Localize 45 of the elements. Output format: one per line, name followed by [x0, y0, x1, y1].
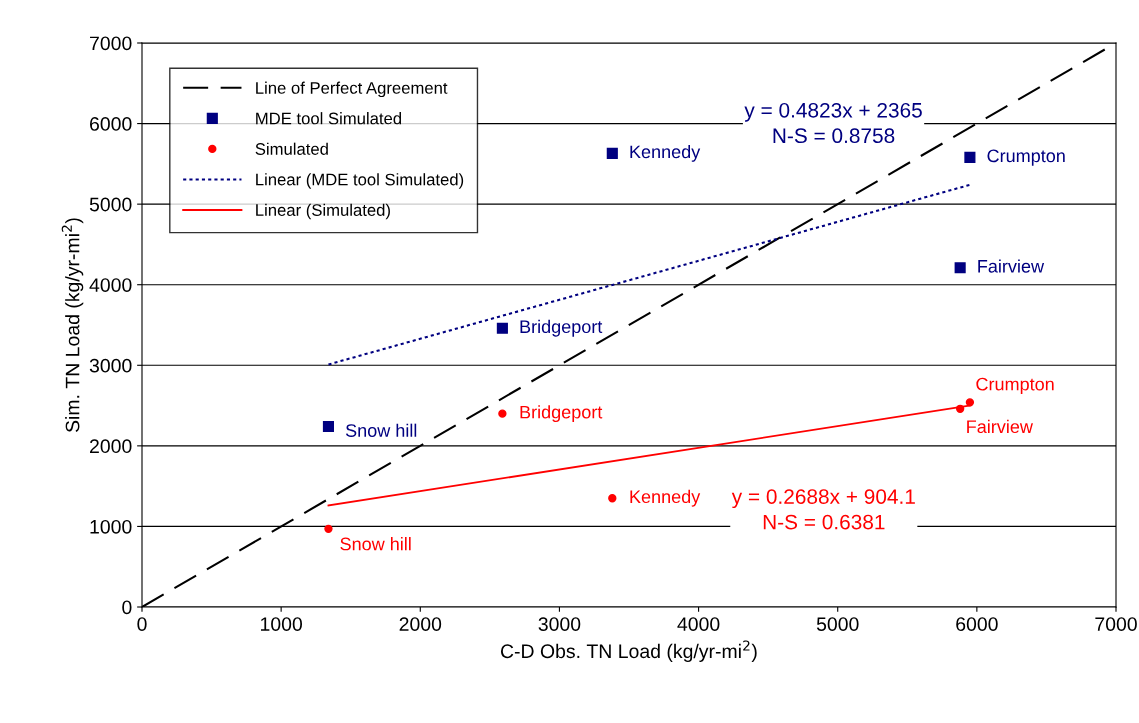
y-tick-label: 4000 [89, 278, 132, 292]
point [324, 524, 333, 534]
annotation: Kennedy [630, 144, 701, 162]
legend-label: MDE tool Simulated [256, 112, 402, 125]
legend-label: Linear (MDE tool Simulated) [256, 173, 464, 189]
y-tick-label: 3000 [89, 358, 132, 373]
point [496, 322, 508, 334]
x-tick-label: 2000 [399, 617, 442, 631]
point [322, 420, 335, 433]
point [608, 494, 617, 503]
legend-label: Line of Perfect Agreement [256, 81, 448, 98]
annotation: Fairview [978, 259, 1045, 273]
y-axis-title: Sim. TN Load (kg/yr-mi$^{2}$) [61, 218, 84, 433]
annotation: Fairview [967, 419, 1033, 434]
legend-label: Linear (Simulated) [256, 203, 390, 220]
point [606, 147, 618, 159]
y-tick-label: 2000 [90, 439, 132, 454]
annotation: Crumpton [976, 377, 1054, 395]
x-tick-label: 0 [137, 617, 147, 631]
x-tick-label: 4000 [677, 617, 720, 631]
annotation: y = 0.4823x + 2365 N-S = 0.8758 [744, 102, 922, 144]
y-tick-label: 5000 [89, 197, 132, 212]
annotation: Bridgeport [520, 319, 603, 337]
x-tick-label: 5000 [816, 617, 859, 631]
x-tick-label: 7000 [1095, 617, 1137, 631]
point [965, 398, 975, 407]
point [955, 404, 965, 413]
annotation: Bridgeport [520, 405, 603, 423]
annotation: Snow hill [345, 423, 417, 437]
point [954, 262, 966, 274]
x-tick-label: 6000 [956, 617, 998, 631]
y-tick-label: 6000 [90, 117, 132, 131]
x-tick-label: 1000 [261, 617, 303, 631]
x-tick-label: 3000 [538, 617, 581, 631]
y-tick-label: 1000 [90, 519, 132, 534]
y-tick-label: 7000 [90, 36, 132, 51]
x-axis-title: C-D Obs. TN Load (kg/yr-mi$^{2}$) [500, 640, 757, 662]
annotation: Snow hill [340, 537, 411, 551]
annotation: Kennedy [630, 489, 701, 507]
y-tick-label: 0 [122, 600, 132, 615]
legend-label: Simulated [255, 142, 328, 155]
point [964, 151, 976, 163]
point [498, 409, 507, 418]
annotation: Crumpton [987, 149, 1065, 166]
annotation: y = 0.2688x + 904.1 N-S = 0.6381 [731, 489, 915, 530]
